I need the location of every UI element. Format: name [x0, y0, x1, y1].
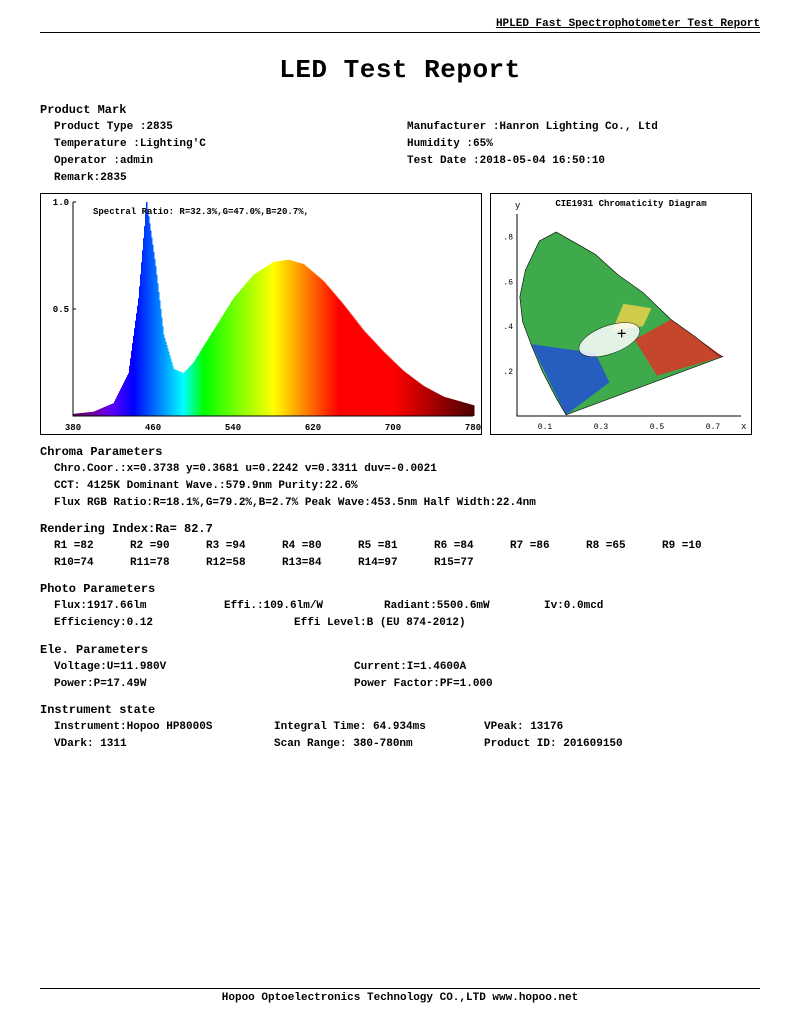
svg-text:.2: .2: [503, 368, 513, 377]
inst-pid: Product ID: 201609150: [484, 736, 623, 753]
spectral-chart: 380 460 540 620 700 780 0.5 1.0 Spectral Ratio: …: [40, 193, 482, 435]
ri-value: R10=74: [54, 555, 130, 572]
humidity: Humidity :65%: [407, 136, 760, 153]
chroma-coor: Chro.Coor.:x=0.3738 y=0.3681 u=0.2242 v=…: [54, 461, 760, 478]
svg-text:.4: .4: [503, 323, 513, 332]
svg-text:540: 540: [225, 423, 241, 433]
ri-value: R8 =65: [586, 538, 662, 555]
cie-chart: 0.1 0.3 0.5 0.7 .2 .4 .6 .8 x y CIE1931 Chromatici…: [490, 193, 752, 435]
inst-name: Instrument:Hopoo HP8000S: [54, 719, 274, 736]
chroma-heading: Chroma Parameters: [40, 445, 760, 459]
remark: Remark:2835: [54, 170, 407, 187]
svg-text:.6: .6: [503, 279, 513, 288]
ri-value: R9 =10: [662, 538, 738, 555]
svg-text:x: x: [741, 422, 746, 432]
rendering-index-heading: Rendering Index:Ra= 82.7: [40, 522, 760, 536]
ri-value: R2 =90: [130, 538, 206, 555]
svg-text:620: 620: [305, 423, 321, 433]
ri-value: R3 =94: [206, 538, 282, 555]
svg-text:y: y: [515, 201, 521, 211]
inst-heading: Instrument state: [40, 703, 760, 717]
ele-heading: Ele. Parameters: [40, 643, 760, 657]
ele-pf: Power Factor:PF=1.000: [354, 676, 493, 693]
inst-vpeak: VPeak: 13176: [484, 719, 563, 736]
ele-voltage: Voltage:U=11.980V: [54, 659, 354, 676]
ri-value: R4 =80: [282, 538, 358, 555]
ri-value: R5 =81: [358, 538, 434, 555]
photo-radiant: Radiant:5500.6mW: [384, 598, 544, 615]
photo-efficiency: Efficiency:0.12: [54, 615, 294, 632]
product-mark-heading: Product Mark: [40, 103, 760, 117]
temperature: Temperature :Lighting'C: [54, 136, 407, 153]
svg-text:780: 780: [465, 423, 481, 433]
svg-text:Spectral Ratio: R=32.3%,G=47.: Spectral Ratio: R=32.3%,G=47.0%,B=20.7%,: [93, 207, 309, 217]
photo-effi: Effi.:109.6lm/W: [224, 598, 384, 615]
svg-text:380: 380: [65, 423, 81, 433]
inst-vdark: VDark: 1311: [54, 736, 274, 753]
photo-heading: Photo Parameters: [40, 582, 760, 596]
ele-current: Current:I=1.4600A: [354, 659, 466, 676]
svg-text:700: 700: [385, 423, 401, 433]
svg-text:0.5: 0.5: [53, 305, 69, 315]
svg-text:0.3: 0.3: [594, 423, 609, 432]
svg-text:CIE1931 Chromaticity Diagram: CIE1931 Chromaticity Diagram: [555, 199, 707, 209]
ri-value: R14=97: [358, 555, 434, 572]
ri-value: R11=78: [130, 555, 206, 572]
ri-value: R6 =84: [434, 538, 510, 555]
test-date: Test Date :2018-05-04 16:50:10: [407, 153, 760, 170]
svg-text:0.5: 0.5: [650, 423, 665, 432]
ri-value: R7 =86: [510, 538, 586, 555]
photo-flux: Flux:1917.66lm: [54, 598, 224, 615]
doc-header: HPLED Fast Spectrophotometer Test Report: [40, 18, 760, 33]
ri-value: R13=84: [282, 555, 358, 572]
ri-value: R12=58: [206, 555, 282, 572]
ri-value: R15=77: [434, 555, 510, 572]
chroma-flux: Flux RGB Ratio:R=18.1%,G=79.2%,B=2.7% Pe…: [54, 495, 760, 512]
operator: Operator :admin: [54, 153, 407, 170]
photo-iv: Iv:0.0mcd: [544, 598, 603, 615]
manufacturer: Manufacturer :Hanron Lighting Co., Ltd: [407, 119, 760, 136]
doc-footer: Hopoo Optoelectronics Technology CO.,LTD…: [40, 988, 760, 1004]
svg-text:.8: .8: [503, 234, 513, 243]
ele-power: Power:P=17.49W: [54, 676, 354, 693]
svg-text:0.7: 0.7: [706, 423, 721, 432]
inst-integral: Integral Time: 64.934ms: [274, 719, 484, 736]
product-type: Product Type :2835: [54, 119, 407, 136]
svg-text:0.1: 0.1: [538, 423, 553, 432]
svg-text:1.0: 1.0: [53, 198, 69, 208]
ri-value: R1 =82: [54, 538, 130, 555]
svg-text:460: 460: [145, 423, 161, 433]
rendering-index-values: R1 =82R2 =90R3 =94R4 =80R5 =81R6 =84R7 =…: [54, 538, 760, 572]
inst-scan: Scan Range: 380-780nm: [274, 736, 484, 753]
chroma-cct: CCT: 4125K Dominant Wave.:579.9nm Purity…: [54, 478, 760, 495]
doc-title: LED Test Report: [40, 55, 760, 85]
photo-level: Effi Level:B (EU 874-2012): [294, 615, 466, 632]
